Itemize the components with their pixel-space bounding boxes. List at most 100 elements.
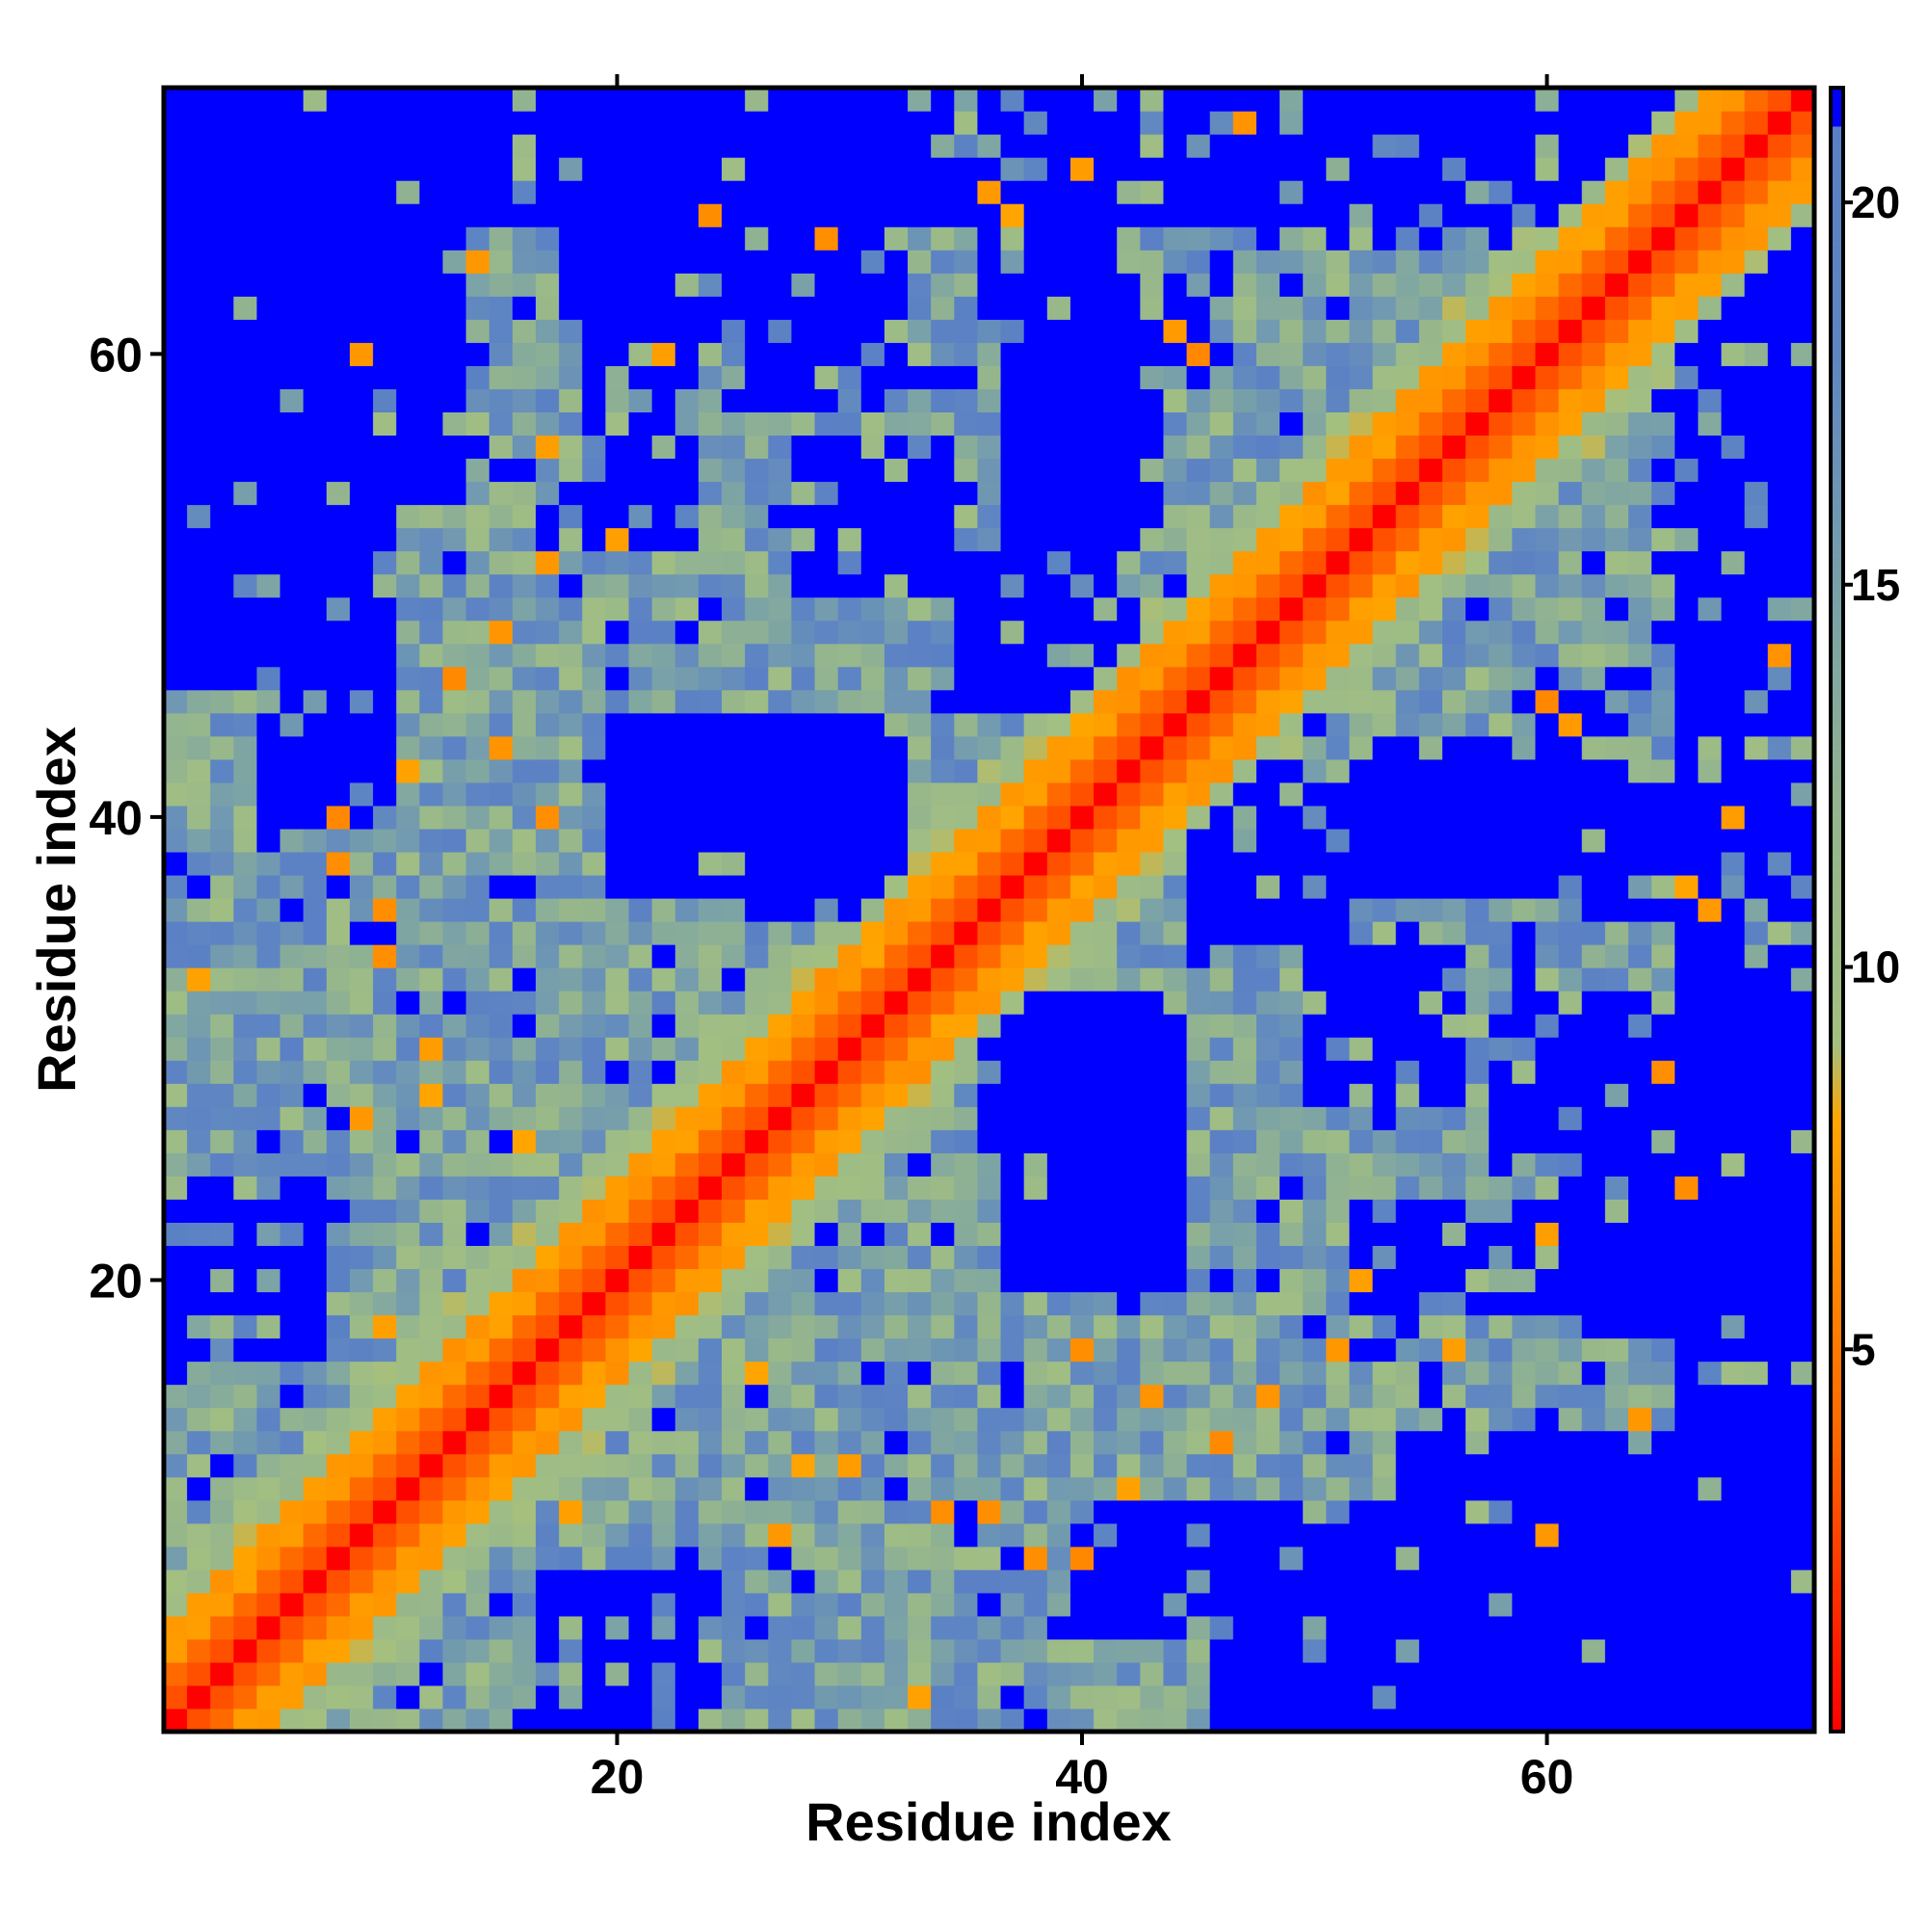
- heatmap-cell: [1140, 1430, 1165, 1455]
- heatmap-cell: [488, 758, 514, 783]
- heatmap-cell: [396, 1615, 420, 1640]
- heatmap-cell: [1140, 411, 1165, 437]
- heatmap-cell: [1651, 1152, 1676, 1177]
- heatmap-cell: [1441, 1707, 1466, 1733]
- heatmap-cell: [908, 944, 932, 968]
- heatmap-cell: [722, 1291, 746, 1316]
- heatmap-cell: [1604, 203, 1629, 227]
- heatmap-cell: [745, 1707, 769, 1733]
- heatmap-cell: [303, 180, 328, 204]
- heatmap-cell: [628, 1638, 653, 1663]
- heatmap-cell: [210, 781, 234, 807]
- heatmap-cell: [326, 296, 351, 320]
- heatmap-cell: [512, 342, 537, 366]
- heatmap-cell: [814, 1707, 839, 1733]
- heatmap-cell: [1395, 781, 1420, 807]
- heatmap-cell: [814, 1314, 839, 1339]
- heatmap-cell: [1209, 1638, 1234, 1663]
- heatmap-cell: [1209, 1083, 1234, 1107]
- heatmap-cell: [1326, 1245, 1351, 1270]
- heatmap-cell: [931, 435, 955, 460]
- heatmap-cell: [1465, 1453, 1490, 1478]
- heatmap-cell: [1303, 1684, 1327, 1709]
- heatmap-cell: [722, 134, 746, 158]
- heatmap-cell: [1395, 180, 1420, 204]
- heatmap-cell: [1675, 435, 1699, 460]
- heatmap-cell: [860, 1407, 885, 1432]
- heatmap-cell: [954, 388, 979, 412]
- heatmap-cell: [1069, 1314, 1095, 1339]
- heatmap-cell: [256, 1476, 281, 1501]
- heatmap-cell: [1255, 411, 1280, 437]
- heatmap-cell: [791, 157, 816, 181]
- heatmap-cell: [1418, 573, 1443, 598]
- heatmap-cell: [1744, 1337, 1769, 1363]
- heatmap-cell: [419, 1615, 444, 1640]
- heatmap-cell: [582, 388, 607, 412]
- heatmap-cell: [1000, 250, 1025, 274]
- heatmap-cell: [210, 1661, 234, 1686]
- heatmap-cell: [536, 88, 560, 112]
- heatmap-cell: [536, 1199, 560, 1223]
- heatmap-cell: [1000, 458, 1025, 483]
- heatmap-cell: [651, 411, 676, 437]
- heatmap-cell: [698, 1060, 723, 1084]
- heatmap-cell: [256, 1268, 281, 1293]
- heatmap-cell: [1744, 1661, 1769, 1686]
- heatmap-cell: [582, 921, 607, 945]
- heatmap-cell: [1000, 388, 1025, 412]
- heatmap-cell: [1651, 411, 1676, 437]
- heatmap-cell: [465, 1453, 490, 1478]
- heatmap-cell: [582, 296, 607, 320]
- heatmap-cell: [954, 157, 979, 181]
- heatmap-cell: [1535, 1014, 1560, 1038]
- heatmap-cell: [396, 991, 420, 1015]
- heatmap-cell: [1698, 1060, 1723, 1084]
- heatmap-cell: [1069, 550, 1095, 575]
- heatmap-cell: [1418, 1176, 1443, 1200]
- heatmap-cell: [860, 620, 885, 645]
- heatmap-cell: [1255, 967, 1280, 992]
- heatmap-cell: [837, 596, 862, 622]
- heatmap-cell: [1232, 712, 1257, 737]
- heatmap-cell: [1000, 180, 1025, 204]
- heatmap-cell: [350, 758, 374, 783]
- heatmap-cell: [1349, 1222, 1374, 1247]
- heatmap-cell: [1186, 1060, 1211, 1084]
- heatmap-cell: [1046, 1014, 1071, 1038]
- heatmap-cell: [1604, 296, 1629, 320]
- heatmap-cell: [1303, 643, 1327, 668]
- heatmap-cell: [233, 991, 258, 1015]
- heatmap-cell: [1280, 805, 1304, 830]
- heatmap-cell: [164, 874, 188, 899]
- heatmap-cell: [1604, 88, 1629, 112]
- heatmap-cell: [488, 435, 514, 460]
- heatmap-cell: [698, 758, 723, 783]
- heatmap-cell: [651, 134, 676, 158]
- heatmap-cell: [164, 527, 188, 552]
- heatmap-cell: [1627, 851, 1652, 876]
- heatmap-cell: [488, 874, 514, 899]
- heatmap-cell: [1000, 1268, 1025, 1293]
- heatmap-cell: [1255, 1661, 1280, 1686]
- heatmap-cell: [628, 388, 653, 412]
- heatmap-cell: [512, 1337, 537, 1363]
- heatmap-cell: [1255, 88, 1280, 112]
- heatmap-cell: [419, 134, 444, 158]
- heatmap-cell: [1698, 481, 1723, 506]
- heatmap-cell: [1441, 735, 1466, 760]
- heatmap-cell: [977, 1291, 1002, 1316]
- heatmap-cell: [1418, 735, 1443, 760]
- heatmap-cell: [1767, 365, 1792, 389]
- heatmap-cell: [1023, 1453, 1048, 1478]
- heatmap-cell: [674, 319, 700, 343]
- heatmap-cell: [256, 365, 281, 389]
- heatmap-cell: [326, 1037, 351, 1061]
- heatmap-cell: [605, 1384, 630, 1409]
- heatmap-cell: [1581, 365, 1606, 389]
- heatmap-cell: [582, 1592, 607, 1617]
- heatmap-cell: [745, 435, 769, 460]
- heatmap-cell: [977, 481, 1002, 506]
- heatmap-cell: [1069, 1592, 1095, 1617]
- heatmap-cell: [814, 758, 839, 783]
